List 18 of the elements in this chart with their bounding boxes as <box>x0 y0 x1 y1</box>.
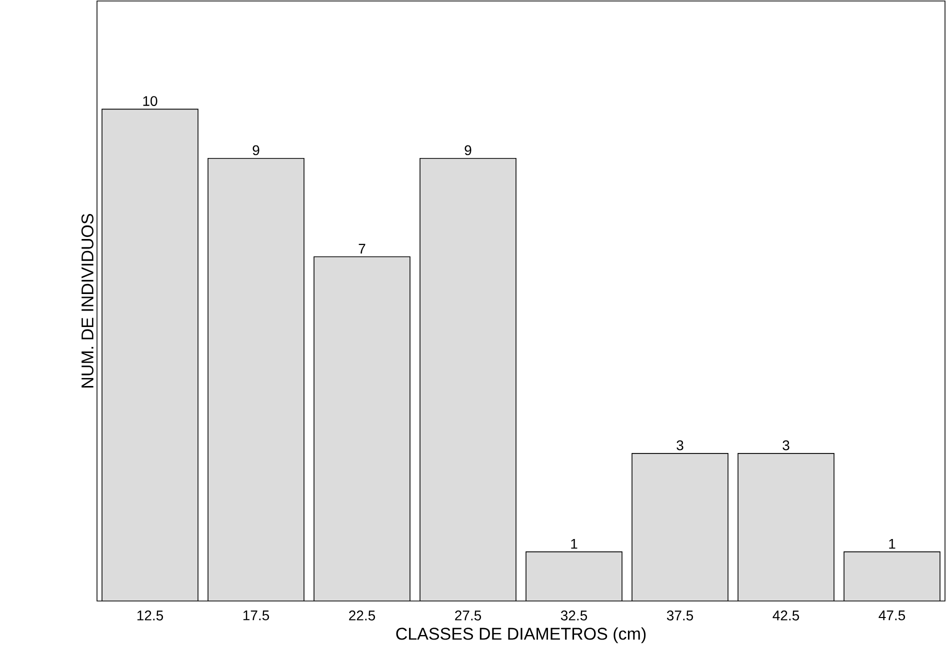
x-tick-label: 12.5 <box>137 610 164 620</box>
x-tick-label: 27.5 <box>455 610 482 620</box>
data-label: 3 <box>782 440 790 450</box>
y-axis-title: NUM. DE INDIVIDUOS <box>81 214 94 388</box>
data-label: 1 <box>889 538 896 549</box>
x-axis-title: CLASSES DE DIAMETROS (cm) <box>396 627 646 644</box>
data-label: 1 <box>571 538 578 549</box>
data-label: 10 <box>143 96 158 106</box>
x-tick-label: 32.5 <box>560 610 588 620</box>
x-tick-label: 17.5 <box>243 610 270 620</box>
x-tick-label: 37.5 <box>666 610 694 620</box>
data-label: 7 <box>358 244 366 254</box>
x-tick-label: 42.5 <box>772 610 800 620</box>
data-label: 9 <box>252 145 260 156</box>
data-label: 9 <box>464 145 472 156</box>
x-tick-label: 47.5 <box>878 610 906 620</box>
x-tick-label: 22.5 <box>349 610 376 620</box>
data-label: 3 <box>676 440 684 450</box>
